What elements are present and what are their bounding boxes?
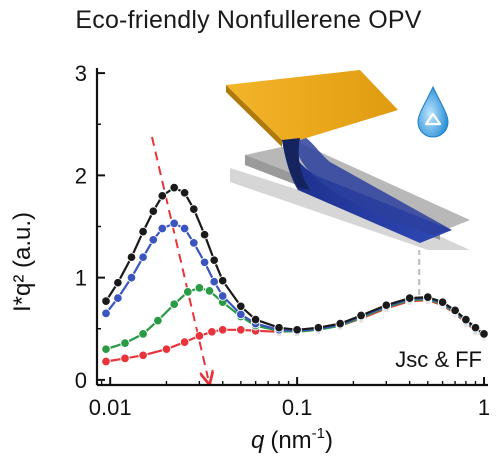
data-point — [217, 291, 228, 301]
data-point — [194, 331, 205, 341]
data-point — [217, 275, 228, 286]
x-axis-label-exponent: -1 — [312, 425, 325, 442]
x-axis-label-symbol: q — [251, 427, 265, 454]
data-point — [236, 301, 246, 312]
data-point — [138, 329, 148, 339]
x-axis-label-close: ) — [325, 427, 333, 454]
data-point — [101, 308, 111, 319]
chart-title: Eco-friendly Nonfullerene OPV — [75, 6, 422, 34]
x-axis-label-unit: (nm — [270, 427, 311, 454]
y-tick-label: 0 — [75, 368, 87, 393]
data-point — [199, 229, 210, 240]
data-point — [120, 338, 130, 348]
electrode-top — [226, 70, 398, 140]
data-point — [381, 300, 392, 310]
data-point — [157, 223, 168, 234]
data-point — [101, 296, 111, 306]
data-point — [236, 309, 246, 320]
data-point — [101, 344, 111, 354]
data-point — [470, 322, 481, 333]
data-point — [274, 322, 284, 333]
data-point — [437, 297, 448, 307]
data-point — [209, 276, 219, 287]
data-point — [153, 315, 163, 326]
data-point — [313, 322, 324, 333]
data-point — [423, 292, 433, 302]
data-point — [138, 252, 148, 262]
data-point — [189, 238, 199, 248]
series-3 — [101, 182, 489, 339]
data-point — [169, 299, 179, 309]
data-point — [148, 235, 159, 245]
y-tick-label: 1 — [75, 266, 87, 291]
y-axis-label: I*q² (a.u.) — [9, 212, 36, 312]
data-point — [479, 329, 489, 339]
data-point — [120, 353, 130, 364]
data-point — [113, 293, 123, 303]
axes: 0 1 2 3 0.01 0.1 1 — [75, 61, 490, 420]
data-point — [183, 287, 193, 297]
data-point — [335, 318, 345, 329]
data-point — [204, 286, 215, 296]
x-tick-label: 0.01 — [89, 395, 132, 420]
data-point — [179, 223, 190, 234]
data-point — [194, 283, 205, 293]
jsc-ff-annotation: Jsc & FF — [395, 347, 482, 372]
data-point — [461, 314, 471, 325]
data-point — [126, 252, 137, 262]
data-point — [236, 325, 246, 335]
device-illustration — [226, 70, 470, 250]
data-point — [179, 337, 190, 347]
data-point — [157, 191, 168, 201]
data-point — [169, 182, 179, 193]
data-point — [199, 257, 210, 268]
x-axis-label: q (nm-1) — [251, 425, 333, 454]
data-point — [161, 344, 172, 354]
trend-arrow — [151, 136, 208, 378]
data-point — [138, 350, 148, 361]
droplet-recycle-icon — [417, 85, 449, 138]
data-point — [250, 314, 261, 325]
data-point — [179, 188, 190, 198]
data-point — [189, 204, 199, 214]
data-point — [169, 218, 179, 229]
data-point — [148, 206, 159, 216]
y-tick-label: 2 — [75, 163, 87, 188]
data-point — [292, 325, 302, 335]
data-point — [356, 310, 366, 321]
data-point — [209, 255, 219, 265]
data-point — [101, 356, 111, 367]
data-point — [217, 325, 228, 335]
data-point — [138, 226, 148, 237]
data-point — [404, 293, 415, 303]
plot-area — [101, 136, 489, 378]
data-point — [126, 272, 137, 283]
data-point — [450, 305, 460, 316]
x-tick-label: 0.1 — [282, 395, 313, 420]
x-tick-label: 1 — [478, 395, 490, 420]
y-tick-label: 3 — [75, 61, 87, 86]
data-point — [207, 327, 217, 337]
data-point — [113, 277, 123, 288]
